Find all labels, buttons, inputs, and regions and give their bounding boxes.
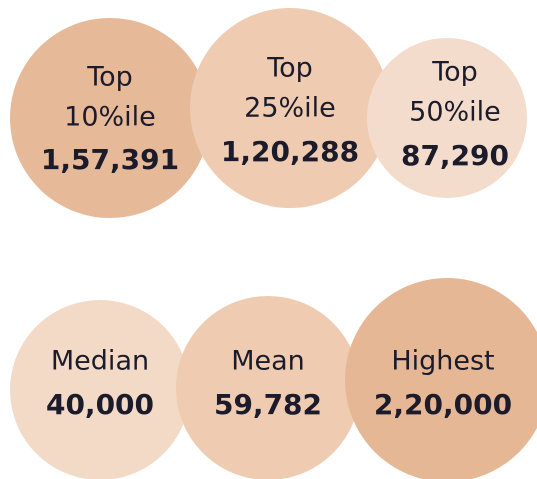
label: Top xyxy=(266,53,313,84)
value: 1,57,391 xyxy=(41,143,179,176)
value: 59,782 xyxy=(214,388,322,421)
circle xyxy=(10,300,190,479)
circle xyxy=(345,278,537,479)
value: 1,20,288 xyxy=(221,135,359,168)
circle xyxy=(190,8,390,208)
label: 10%ile xyxy=(64,102,156,133)
label: 25%ile xyxy=(244,93,336,124)
label: Median xyxy=(51,346,149,377)
circle xyxy=(176,296,360,479)
value: 40,000 xyxy=(46,388,154,421)
value: 87,290 xyxy=(401,139,509,172)
circle xyxy=(10,18,210,218)
label: Top xyxy=(86,62,133,93)
label: Highest xyxy=(391,346,494,377)
circle xyxy=(367,38,527,198)
label: Mean xyxy=(231,346,305,377)
label: 50%ile xyxy=(409,97,501,128)
value: 2,20,000 xyxy=(374,388,512,421)
label: Top xyxy=(431,57,478,88)
